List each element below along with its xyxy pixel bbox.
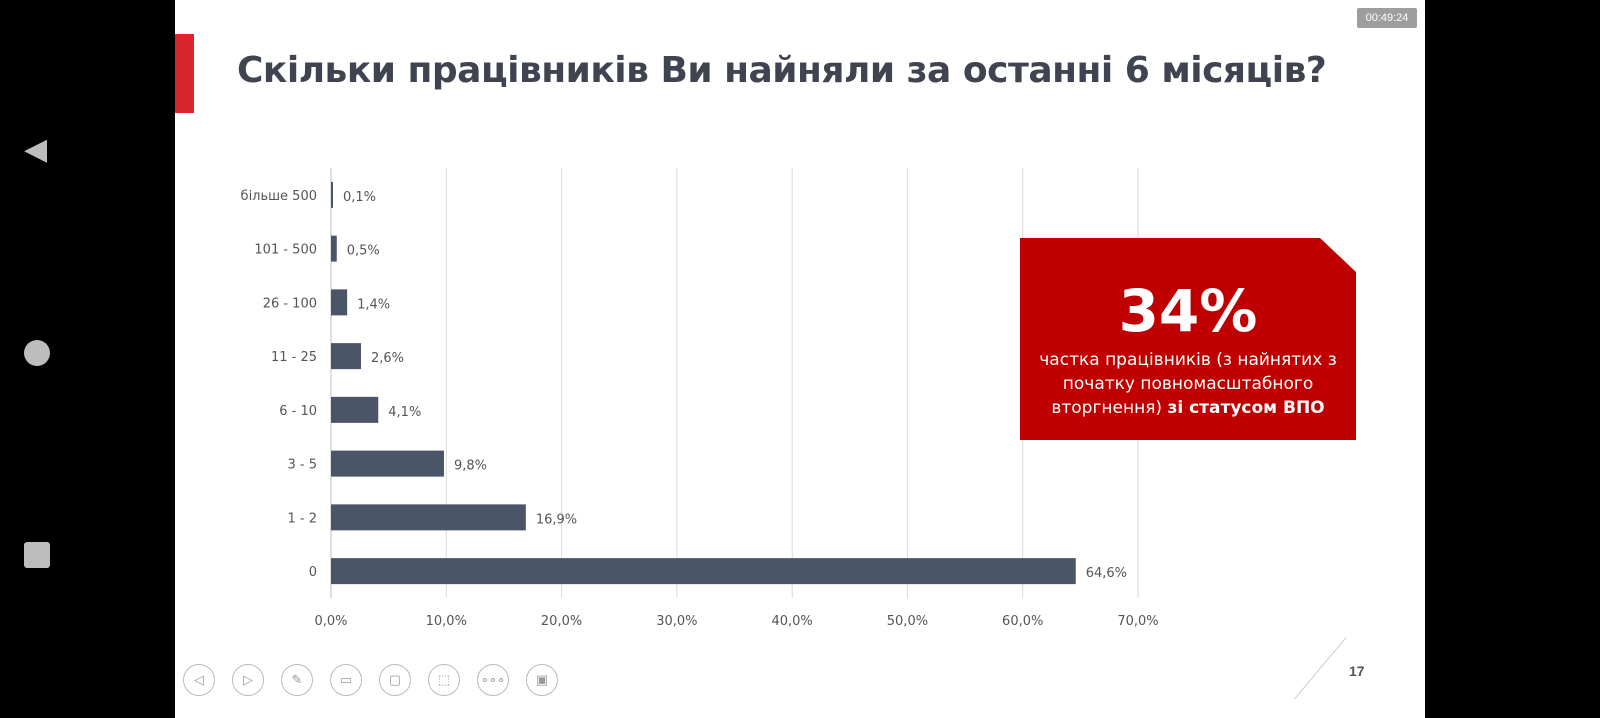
data-label: 0,1%: [343, 190, 376, 205]
previous-icon[interactable]: ◁: [183, 664, 215, 696]
y-tick-label: 0: [309, 565, 317, 580]
bar: [331, 289, 348, 316]
slide: 00:49:24 Скільки працівників Ви найняли …: [175, 0, 1425, 718]
callout-text-bold: зі статусом ВПО: [1167, 398, 1325, 418]
x-tick-label: 40,0%: [771, 614, 812, 629]
x-tick-label: 20,0%: [541, 614, 582, 629]
y-tick-label: 26 - 100: [263, 296, 317, 311]
x-tick-label: 70,0%: [1117, 614, 1158, 629]
data-label: 0,5%: [347, 244, 380, 259]
y-tick-label: 1 - 2: [288, 511, 318, 526]
callout-text: частка працівників (з найнятих з початку…: [1039, 350, 1337, 418]
next-icon[interactable]: ▷: [232, 664, 264, 696]
x-tick-label: 0,0%: [314, 614, 347, 629]
bar: [331, 504, 526, 531]
bar: [331, 343, 361, 370]
data-label: 9,8%: [454, 459, 487, 474]
slide-title: Скільки працівників Ви найняли за останн…: [237, 50, 1327, 91]
bar: [331, 450, 444, 477]
callout-value: 34%: [1118, 277, 1258, 345]
callout-box: 34% частка працівників (з найнятих з поч…: [1020, 238, 1356, 440]
bar: [331, 235, 337, 262]
timer: 00:49:24: [1357, 8, 1417, 28]
home-nav-button[interactable]: [24, 340, 50, 366]
y-tick-label: 6 - 10: [279, 404, 317, 419]
recents-nav-button[interactable]: [24, 542, 50, 568]
back-nav-button[interactable]: ◀: [24, 133, 48, 166]
data-label: 4,1%: [388, 405, 421, 420]
x-tick-label: 30,0%: [656, 614, 697, 629]
bar-chart: 0,0% 10,0% 20,0% 30,0% 40,0% 50,0% 60,0% 70,0% б…: [241, 168, 1159, 629]
y-tick-label: 11 - 25: [271, 350, 317, 365]
presenter-view-icon[interactable]: ▣: [526, 664, 558, 696]
y-tick-label: 3 - 5: [288, 458, 318, 473]
data-label: 1,4%: [357, 297, 390, 312]
y-tick-label: більше 500: [241, 189, 317, 204]
x-tick-label: 50,0%: [887, 614, 928, 629]
camera-icon[interactable]: ▢: [379, 664, 411, 696]
pointer-icon[interactable]: ⬚: [428, 664, 460, 696]
more-icon[interactable]: ∘∘∘: [477, 664, 509, 696]
title-accent-bar: [175, 34, 194, 113]
data-label: 2,6%: [371, 351, 404, 366]
x-tick-label: 10,0%: [426, 614, 467, 629]
pen-icon[interactable]: ✎: [281, 664, 313, 696]
data-label: 16,9%: [536, 512, 577, 527]
x-tick-label: 60,0%: [1002, 614, 1043, 629]
bar: [331, 396, 379, 423]
page-number: 17: [1349, 663, 1365, 679]
subtitles-icon[interactable]: ▭: [330, 664, 362, 696]
bar: [331, 558, 1076, 585]
data-label: 64,6%: [1086, 566, 1127, 581]
y-tick-label: 101 - 500: [254, 243, 317, 258]
bar: [331, 181, 333, 208]
